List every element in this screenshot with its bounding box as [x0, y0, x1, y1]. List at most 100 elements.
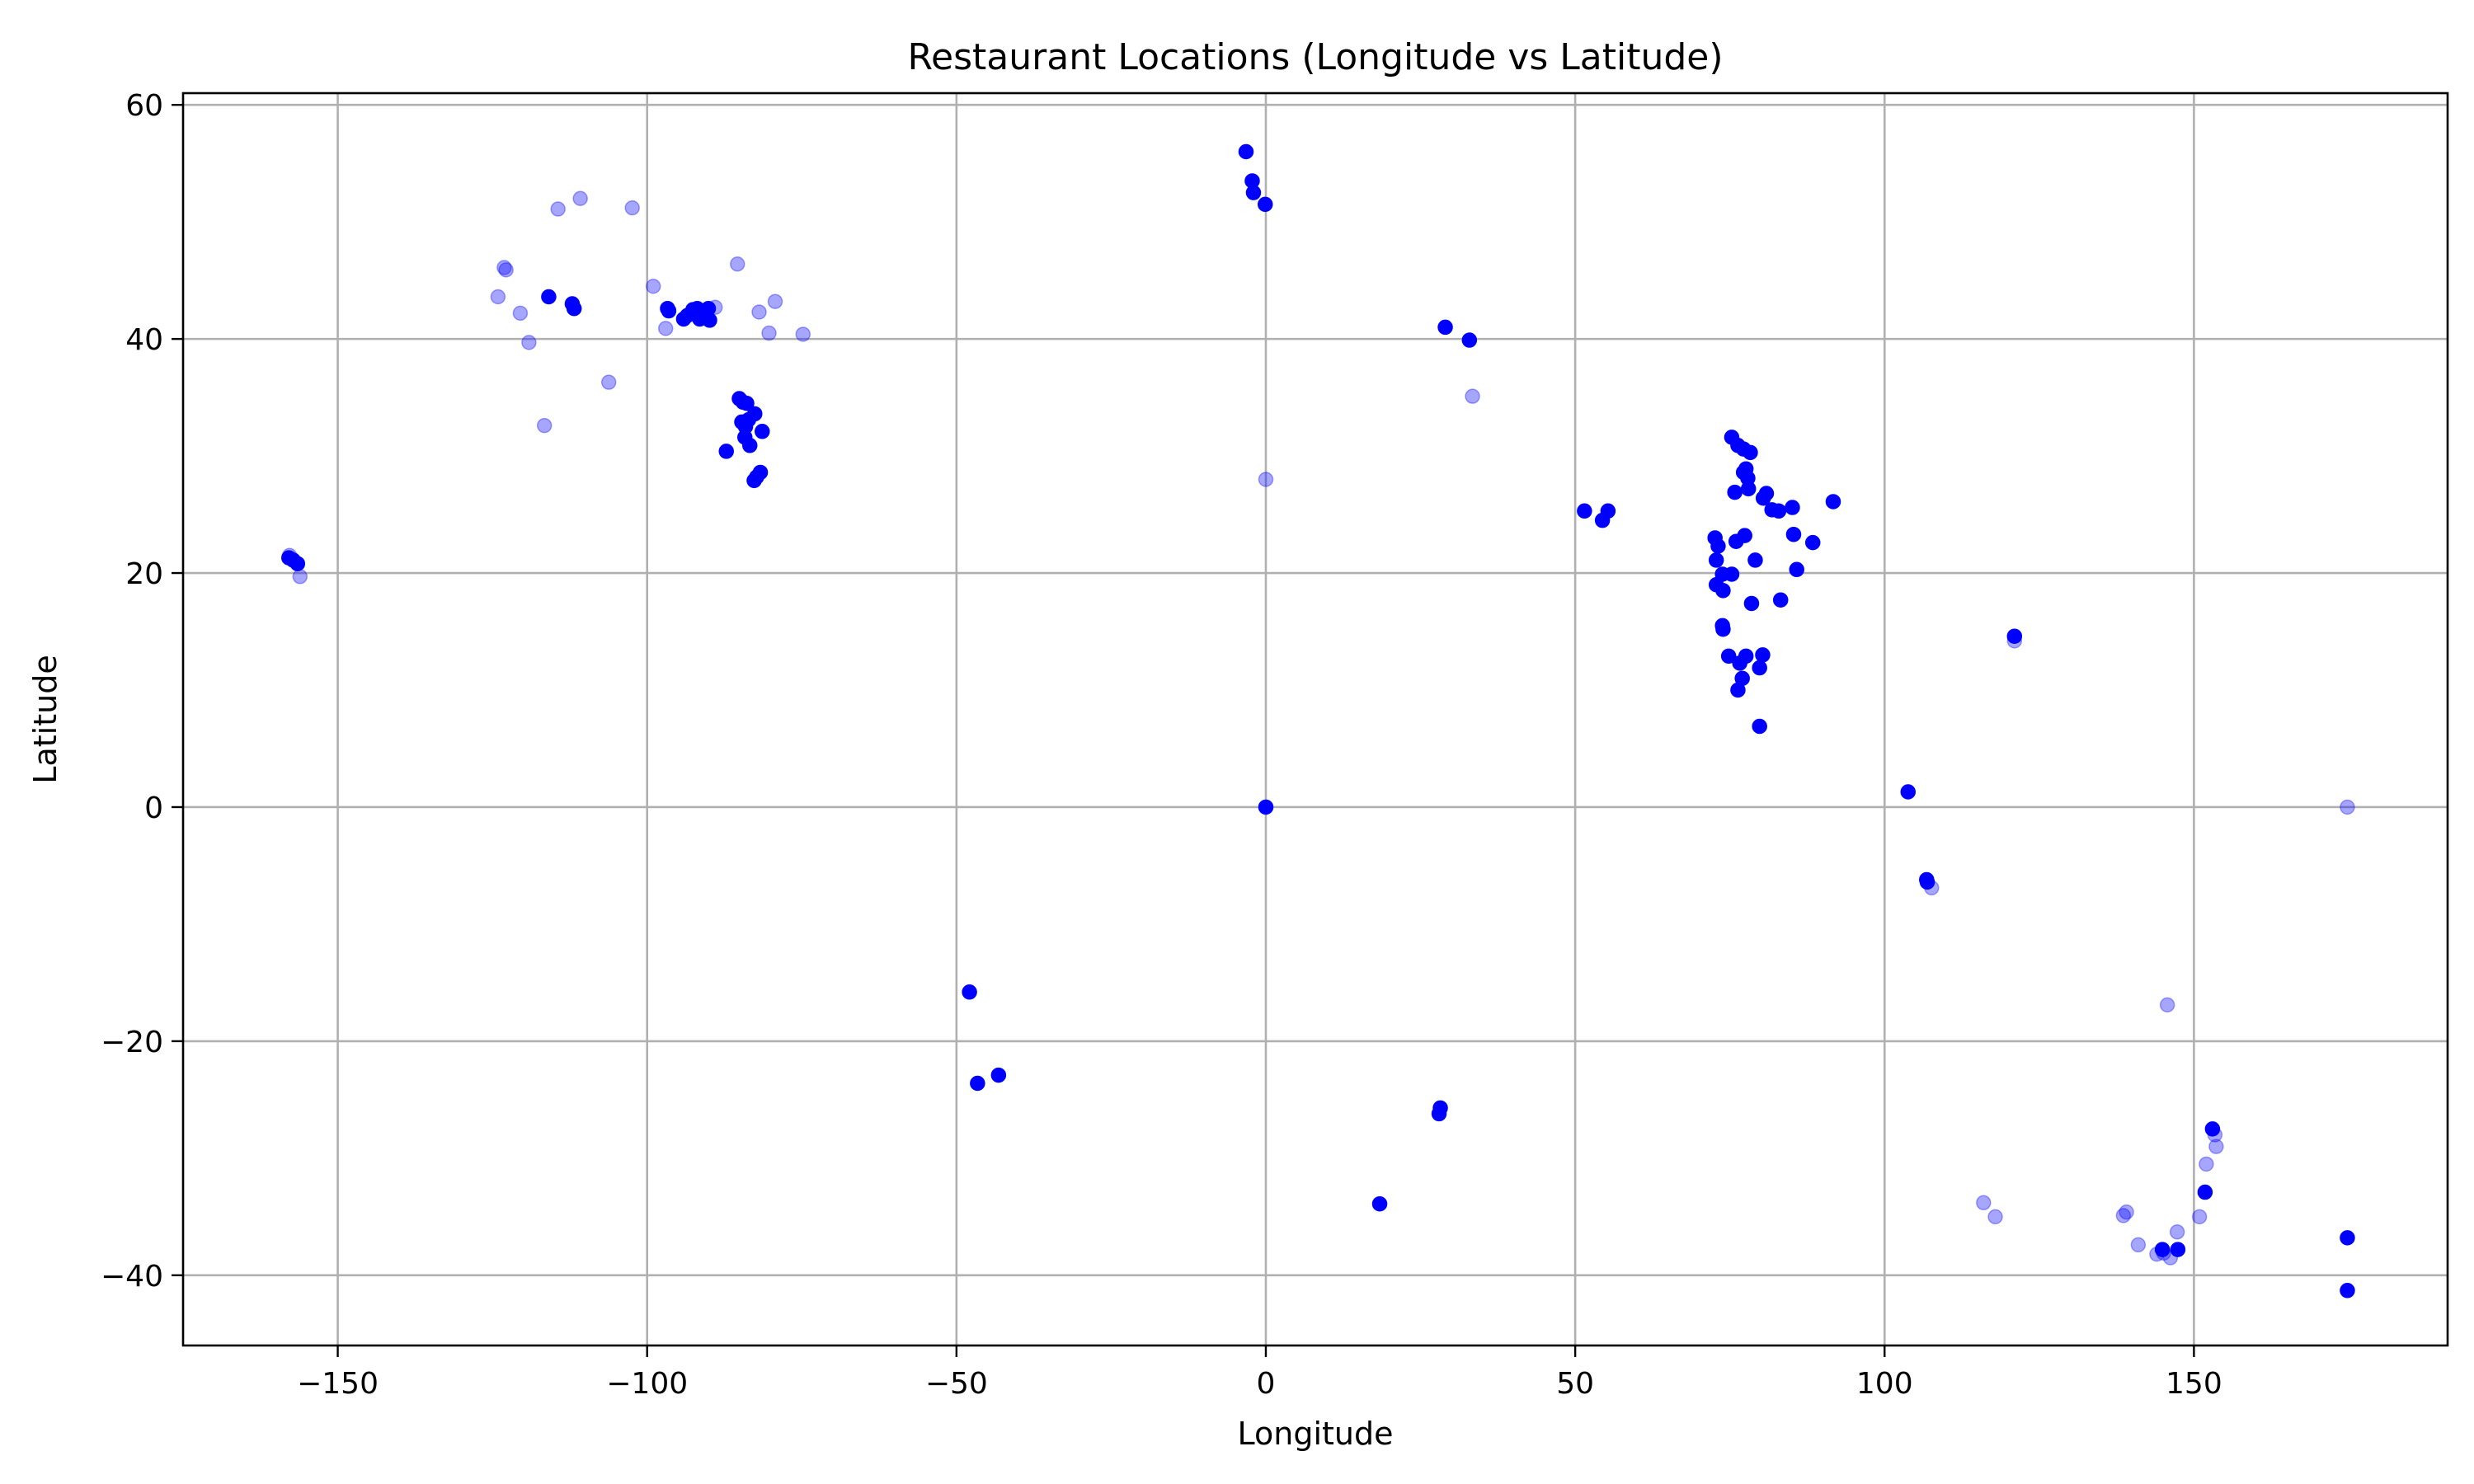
data-point-72: [1755, 490, 1771, 506]
data-point-5: [496, 260, 512, 275]
data-point-81: [1710, 538, 1726, 554]
data-point-6: [498, 262, 514, 278]
data-point-35: [795, 326, 811, 342]
data-point-89: [1789, 561, 1804, 578]
data-point-85: [1724, 566, 1740, 582]
data-point-110: [2204, 1121, 2221, 1137]
data-point-7: [490, 289, 506, 305]
data-point-30: [707, 299, 723, 316]
data-point-45: [742, 438, 758, 453]
x-tick-label-5: 100: [1856, 1367, 1913, 1401]
data-point-53: [1257, 196, 1273, 213]
data-point-132: [962, 984, 977, 1000]
data-point-9: [521, 335, 537, 350]
data-point-84: [1715, 583, 1731, 599]
data-point-34: [761, 325, 777, 341]
x-tick-label-6: 150: [2166, 1367, 2222, 1401]
data-point-127: [2340, 1230, 2355, 1246]
y-axis-label: Latitude: [27, 655, 63, 783]
data-point-90: [1743, 595, 1760, 612]
grid-lines: [183, 93, 2448, 1345]
data-point-107: [2006, 633, 2023, 649]
x-tick-label-2: −50: [925, 1367, 988, 1401]
data-point-88: [1747, 552, 1763, 568]
data-point-38: [739, 395, 755, 411]
data-point-76: [1825, 494, 1841, 510]
data-point-70: [1727, 484, 1743, 500]
data-point-100: [1730, 682, 1746, 698]
data-point-96: [1732, 655, 1747, 671]
data-point-108: [2340, 799, 2355, 815]
data-point-61: [1600, 503, 1616, 519]
chart-title: Restaurant Locations (Longitude vs Latit…: [907, 36, 1723, 78]
data-point-113: [2199, 1156, 2214, 1172]
data-point-87: [1737, 528, 1752, 543]
data-point-114: [2197, 1184, 2213, 1200]
data-point-58: [1465, 388, 1480, 404]
plot-frame: [181, 92, 2449, 1347]
data-point-15: [645, 278, 661, 294]
data-point-128: [2340, 1283, 2355, 1298]
data-point-121: [2170, 1242, 2186, 1257]
x-tick-label-0: −150: [297, 1367, 379, 1401]
data-point-69: [1740, 481, 1757, 497]
data-point-106: [2006, 628, 2023, 644]
data-point-115: [2191, 1209, 2208, 1225]
data-point-3: [292, 569, 308, 585]
y-tick-label-4: 40: [125, 323, 163, 357]
data-point-98: [1752, 660, 1767, 676]
data-point-10: [536, 417, 553, 434]
data-point-105: [1924, 880, 1940, 896]
data-point-42: [747, 406, 763, 422]
data-point-117: [2154, 1242, 2171, 1257]
data-point-123: [2115, 1208, 2132, 1223]
data-point-119: [2149, 1247, 2165, 1262]
x-tick-label-4: 50: [1556, 1367, 1594, 1401]
y-tick-label-0: −40: [101, 1260, 163, 1294]
x-tick-label-1: −100: [606, 1367, 688, 1401]
data-point-74: [1771, 503, 1787, 519]
data-point-125: [1976, 1195, 1992, 1211]
data-point-116: [2169, 1224, 2185, 1240]
axis-ticks: −150 −100 −50 0 50 100 150 −40 −20 0 20 40 60: [101, 89, 2222, 1401]
data-point-68: [1743, 444, 1758, 461]
data-point-29: [702, 312, 717, 328]
data-point-112: [2208, 1139, 2224, 1154]
data-point-97: [1755, 647, 1771, 663]
data-point-4: [281, 547, 298, 564]
y-tick-label-2: 0: [144, 791, 163, 825]
data-point-134: [990, 1067, 1007, 1083]
data-point-91: [1772, 592, 1789, 608]
data-point-46: [718, 444, 734, 459]
data-point-75: [1785, 500, 1800, 515]
data-point-131: [1432, 1100, 1448, 1116]
data-point-14: [600, 374, 617, 390]
data-point-16: [657, 321, 674, 336]
data-point-104: [1919, 874, 1935, 890]
data-point-54: [1258, 472, 1274, 487]
data-point-56: [1437, 319, 1453, 336]
data-point-124: [2119, 1204, 2134, 1220]
data-point-122: [2130, 1237, 2147, 1253]
data-point-11: [550, 201, 566, 217]
data-point-118: [2156, 1245, 2171, 1261]
data-point-109: [2159, 997, 2175, 1013]
data-point-52: [1245, 185, 1262, 200]
data-point-59: [1577, 503, 1592, 519]
data-point-80: [1708, 552, 1724, 568]
x-tick-label-3: 0: [1257, 1367, 1276, 1401]
data-point-32: [751, 304, 767, 320]
data-point-102: [1900, 784, 1917, 800]
y-tick-label-1: −20: [101, 1026, 163, 1059]
data-point-50: [1238, 143, 1254, 160]
data-point-77: [1785, 526, 1802, 542]
y-tick-label-3: 20: [125, 557, 163, 591]
data-point-94: [1720, 648, 1737, 665]
data-point-21: [661, 303, 677, 319]
data-point-43: [755, 424, 770, 439]
data-point-55: [1258, 799, 1274, 815]
data-point-49: [746, 472, 762, 489]
data-point-13: [624, 200, 640, 216]
